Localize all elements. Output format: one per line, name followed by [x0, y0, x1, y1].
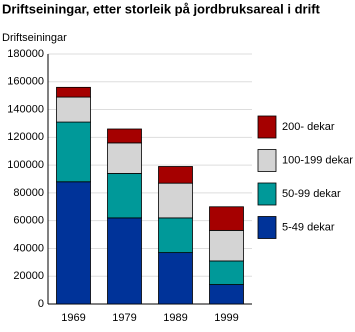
y-tick-label: 180000: [7, 48, 44, 60]
x-tick-label: 1999: [214, 312, 238, 324]
y-tick-label: 160000: [7, 76, 44, 88]
bar-segment: [209, 284, 244, 305]
legend-swatch: [257, 115, 277, 139]
bar-segment: [107, 142, 142, 174]
y-tick-label: 0: [38, 298, 44, 310]
bar-segment: [56, 181, 91, 305]
bar-segment: [158, 252, 193, 305]
legend-swatch: [257, 149, 277, 172]
y-tick-label: 100000: [7, 159, 44, 171]
bar-segment: [56, 121, 91, 183]
y-tick-label: 80000: [13, 187, 44, 199]
bar-segment: [107, 173, 142, 219]
y-tick-label: 140000: [7, 103, 44, 115]
chart-title: Driftseiningar, etter storleik på jordbr…: [2, 1, 321, 16]
legend-swatch: [257, 182, 277, 206]
bar-segment: [56, 86, 91, 98]
x-tick-label: 1989: [163, 312, 187, 324]
legend-label: 5-49 dekar: [282, 221, 335, 233]
legend-swatch: [257, 216, 277, 239]
bar-segment: [158, 217, 193, 254]
y-tick-label: 120000: [7, 131, 44, 143]
x-tick-label: 1969: [61, 312, 85, 324]
legend-label: 50-99 dekar: [282, 188, 341, 200]
bar-segment: [209, 229, 244, 262]
legend-label: 200- dekar: [282, 121, 335, 133]
bar-segment: [158, 166, 193, 184]
y-axis-label: Driftseiningar: [2, 32, 67, 44]
bar-segment: [209, 260, 244, 285]
bar-segment: [56, 96, 91, 123]
bar-segment: [107, 217, 142, 305]
legend-label: 100-199 dekar: [282, 154, 353, 166]
y-tick-label: 20000: [13, 270, 44, 282]
y-tick-label: 40000: [13, 242, 44, 254]
bar-segment: [209, 206, 244, 231]
bar-segment: [158, 182, 193, 219]
y-tick-label: 60000: [13, 215, 44, 227]
bar-segment: [107, 128, 142, 144]
x-tick-label: 1979: [112, 312, 136, 324]
